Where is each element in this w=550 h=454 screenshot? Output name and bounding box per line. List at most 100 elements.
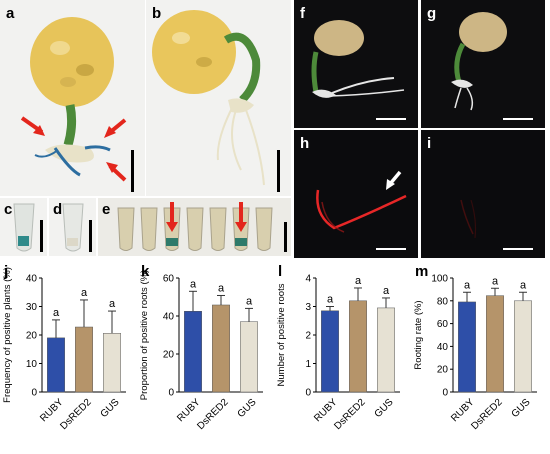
scale-bar — [503, 248, 533, 250]
y-tick-label: 3 — [305, 302, 311, 313]
significance-letter: a — [520, 279, 527, 291]
scale-bar — [376, 118, 406, 120]
significance-letter: a — [81, 287, 88, 299]
x-tick-label: GUS — [373, 397, 396, 420]
y-tick-label: 60 — [163, 274, 175, 285]
significance-letter: a — [355, 275, 362, 287]
bar-chart-j: j 0 10 20 30 40 Frequency of positive plants (… — [2, 263, 126, 433]
y-tick-label: 100 — [431, 274, 448, 285]
bar-dsred2 — [212, 304, 230, 393]
bar-dsred2 — [75, 326, 93, 393]
y-tick-label: 40 — [437, 342, 449, 353]
scale-bar — [277, 150, 280, 192]
scale-bar — [376, 248, 406, 250]
bar-ruby — [184, 311, 202, 393]
bar-ruby — [47, 337, 65, 393]
y-tick-label: 30 — [26, 302, 38, 313]
y-tick-label: 20 — [26, 331, 38, 342]
panel-label-g: g — [427, 5, 437, 22]
bar-chart-k: k 0 20 40 60 Proportion of positive roots (%)… — [139, 263, 263, 433]
panel-label-d: d — [53, 201, 63, 218]
red-arrow-icon — [20, 116, 45, 136]
red-arrow-icon — [166, 202, 178, 232]
bar-dsred2 — [349, 300, 367, 393]
panel-label-e: e — [102, 201, 111, 218]
scale-bar — [284, 222, 287, 252]
panel-f-photo: f — [294, 0, 418, 128]
y-axis-label: Frequency of positive plants (%) — [2, 267, 13, 403]
x-tick-label: GUS — [236, 397, 259, 420]
significance-letter: a — [327, 294, 334, 306]
panel-label-a: a — [6, 5, 15, 22]
panel-e-photo: e — [98, 198, 291, 256]
y-tick-label: 60 — [437, 319, 449, 330]
white-arrow-icon — [386, 170, 402, 190]
tube-illustration — [13, 203, 35, 252]
bar-ruby — [458, 301, 476, 393]
scale-bar — [40, 220, 43, 252]
panel-label-f: f — [300, 5, 305, 22]
potato-explant-illustration — [152, 10, 265, 186]
potato-explant-ruby-illustration — [20, 17, 127, 182]
y-tick-label: 2 — [305, 331, 311, 342]
panel-label-b: b — [152, 5, 162, 22]
panel-i-photo: i — [421, 130, 545, 258]
bar-ruby — [321, 310, 339, 393]
x-tick-label: DsRED2 — [58, 397, 94, 433]
panel-label-i: i — [427, 135, 432, 152]
significance-letter: a — [246, 295, 253, 307]
panel-label-m: m — [415, 263, 428, 280]
panel-label-l: l — [278, 263, 282, 280]
potato-explant-dark-illustration — [451, 12, 507, 111]
bar-dsred2 — [486, 295, 504, 393]
y-tick-label: 0 — [168, 388, 174, 399]
significance-letter: a — [383, 285, 390, 297]
y-tick-label: 0 — [305, 388, 311, 399]
panel-d-photo: d — [49, 198, 96, 256]
significance-letter: a — [109, 298, 116, 310]
panel-h-photo: h — [294, 130, 418, 258]
y-tick-label: 0 — [31, 388, 37, 399]
red-arrow-icon — [104, 118, 127, 138]
red-arrow-icon — [235, 202, 247, 232]
scale-bar — [131, 150, 134, 192]
y-axis-label: Proportion of positive roots (%) — [139, 270, 150, 400]
bar-gus — [377, 307, 395, 393]
significance-letter: a — [53, 307, 60, 319]
x-tick-label: DsRED2 — [469, 397, 505, 433]
panel-a-photo: a — [0, 0, 145, 196]
y-tick-label: 20 — [163, 350, 175, 361]
panel-g-photo: g — [421, 0, 545, 128]
panel-label-h: h — [300, 135, 310, 152]
y-tick-label: 4 — [305, 274, 311, 285]
fluorescent-root-illustration — [316, 170, 407, 233]
y-tick-label: 20 — [437, 365, 449, 376]
significance-letter: a — [190, 278, 197, 290]
y-tick-label: 40 — [163, 312, 175, 323]
y-axis-label: Number of positive roots — [276, 283, 287, 386]
tube-illustration — [62, 203, 84, 252]
y-tick-label: 80 — [437, 296, 449, 307]
panel-c-photo: c — [0, 198, 47, 256]
panel-label-c: c — [4, 201, 13, 218]
bar-gus — [103, 333, 121, 393]
potato-explant-dark-illustration — [311, 20, 405, 98]
scale-bar — [89, 220, 92, 252]
y-tick-label: 40 — [26, 274, 38, 285]
bar-gus — [240, 321, 258, 393]
x-tick-label: DsRED2 — [195, 397, 231, 433]
panel-label-j: j — [3, 263, 8, 280]
y-tick-label: 10 — [26, 359, 38, 370]
y-tick-label: 0 — [442, 388, 448, 399]
red-arrow-icon — [106, 162, 127, 182]
y-axis-label: Rooting rate (%) — [413, 300, 424, 369]
panel-label-k: k — [141, 263, 150, 280]
x-tick-label: DsRED2 — [332, 397, 368, 433]
bar-gus — [514, 300, 532, 393]
significance-letter: a — [464, 279, 471, 291]
panel-b-photo: b — [146, 0, 291, 196]
significance-letter: a — [218, 282, 225, 294]
significance-letter: a — [492, 275, 499, 287]
